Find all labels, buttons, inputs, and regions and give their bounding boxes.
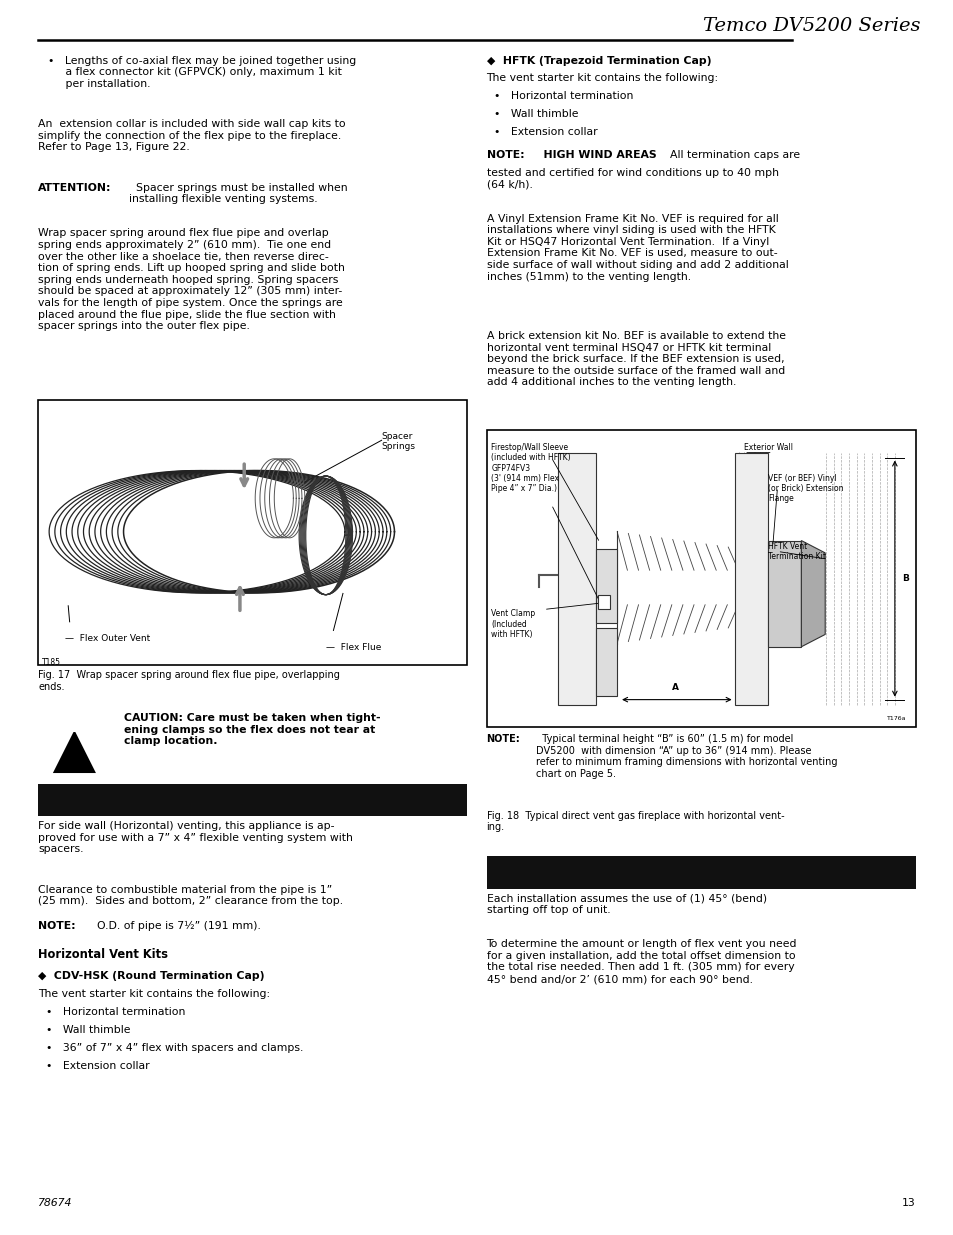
Text: VEF (or BEF) Vinyl
(or Brick) Extension
Flange: VEF (or BEF) Vinyl (or Brick) Extension … <box>767 473 842 504</box>
Text: ◆  HFTK (Trapezoid Termination Cap): ◆ HFTK (Trapezoid Termination Cap) <box>486 56 710 65</box>
Bar <box>596 627 617 695</box>
Bar <box>486 856 915 888</box>
Text: Clearance to combustible material from the pipe is 1”
(25 mm).  Sides and bottom: Clearance to combustible material from t… <box>38 885 343 906</box>
Text: •   Horizontal termination: • Horizontal termination <box>494 91 633 101</box>
Bar <box>596 548 617 622</box>
Text: A: A <box>672 683 679 692</box>
Bar <box>598 594 609 609</box>
Text: HFTK Vent
Termination Kit: HFTK Vent Termination Kit <box>767 541 825 561</box>
Text: The vent starter kit contains the following:: The vent starter kit contains the follow… <box>486 74 718 84</box>
Text: O.D. of pipe is 7½” (191 mm).: O.D. of pipe is 7½” (191 mm). <box>90 921 260 931</box>
Text: T176a: T176a <box>886 715 905 720</box>
Text: NOTE:: NOTE: <box>38 921 75 931</box>
Text: The vent starter kit contains the following:: The vent starter kit contains the follow… <box>38 989 270 999</box>
Text: Fig. 17  Wrap spacer spring around flex flue pipe, overlapping
ends.: Fig. 17 Wrap spacer spring around flex f… <box>38 671 339 692</box>
Text: NOTE:: NOTE: <box>486 149 523 161</box>
Text: Vent Clamp
(Included
with HFTK): Vent Clamp (Included with HFTK) <box>491 609 535 640</box>
Text: B: B <box>902 574 908 583</box>
Text: Each installation assumes the use of (1) 45° (bend)
starting off top of unit.: Each installation assumes the use of (1)… <box>486 893 766 915</box>
Text: Spacer
Springs: Spacer Springs <box>381 432 416 451</box>
Bar <box>734 452 767 704</box>
Text: T185: T185 <box>42 658 61 667</box>
Text: Exterior Wall: Exterior Wall <box>743 442 792 452</box>
Text: A brick extension kit No. BEF is available to extend the
horizontal vent termina: A brick extension kit No. BEF is availab… <box>486 331 784 388</box>
Text: Sidewall (Horizontal) Venting: Sidewall (Horizontal) Venting <box>143 794 362 806</box>
Text: —  Flex Outer Vent: — Flex Outer Vent <box>65 635 150 643</box>
Text: NOTE:: NOTE: <box>486 734 519 745</box>
Text: All termination caps are: All termination caps are <box>662 149 800 161</box>
Text: Temco DV5200 Series: Temco DV5200 Series <box>702 16 920 35</box>
Text: 78674: 78674 <box>38 1198 72 1208</box>
Bar <box>38 400 467 666</box>
Text: HIGH WIND AREAS: HIGH WIND AREAS <box>536 149 656 161</box>
Text: •   Wall thimble: • Wall thimble <box>494 109 578 120</box>
Text: •   Horizontal termination: • Horizontal termination <box>46 1008 185 1018</box>
Text: CAUTION: Care must be taken when tight-
ening clamps so the flex does not tear a: CAUTION: Care must be taken when tight- … <box>124 714 380 746</box>
Text: Wrap spacer spring around flex flue pipe and overlap
spring ends approximately 2: Wrap spacer spring around flex flue pipe… <box>38 228 345 331</box>
Text: For side wall (Horizontal) venting, this appliance is ap-
proved for use with a : For side wall (Horizontal) venting, this… <box>38 821 353 855</box>
Bar <box>558 452 596 704</box>
Polygon shape <box>801 541 824 647</box>
Bar <box>767 541 801 647</box>
Text: Flex Vent Offsets: Flex Vent Offsets <box>637 866 764 879</box>
Text: Fig. 18  Typical direct vent gas fireplace with horizontal vent-
ing.: Fig. 18 Typical direct vent gas fireplac… <box>486 810 783 832</box>
Text: •   Extension collar: • Extension collar <box>494 127 598 137</box>
Bar <box>486 430 915 726</box>
Text: !: ! <box>71 750 78 766</box>
Text: To determine the amount or length of flex vent you need
for a given installation: To determine the amount or length of fle… <box>486 939 796 984</box>
Polygon shape <box>54 732 94 772</box>
Text: •   Lengths of co-axial flex may be joined together using
     a flex connector : • Lengths of co-axial flex may be joined… <box>48 56 355 89</box>
Text: •   36” of 7” x 4” flex with spacers and clamps.: • 36” of 7” x 4” flex with spacers and c… <box>46 1044 303 1053</box>
Text: Spacer springs must be installed when
installing flexible venting systems.: Spacer springs must be installed when in… <box>129 183 347 204</box>
Text: Firestop/Wall Sleeve
(included with HFTK)
GFP74FV3
(3' (914 mm) Flex
Pipe 4” x 7: Firestop/Wall Sleeve (included with HFTK… <box>491 442 570 493</box>
Text: ◆  CDV-HSK (Round Termination Cap): ◆ CDV-HSK (Round Termination Cap) <box>38 972 264 982</box>
Bar <box>38 784 467 816</box>
Text: —  Flex Flue: — Flex Flue <box>326 643 381 652</box>
Text: tested and certified for wind conditions up to 40 mph
(64 k/h).: tested and certified for wind conditions… <box>486 168 778 189</box>
Text: A Vinyl Extension Frame Kit No. VEF is required for all
installations where viny: A Vinyl Extension Frame Kit No. VEF is r… <box>486 214 787 282</box>
Text: •   Wall thimble: • Wall thimble <box>46 1025 131 1035</box>
Text: Horizontal Vent Kits: Horizontal Vent Kits <box>38 948 168 962</box>
Text: 13: 13 <box>902 1198 915 1208</box>
Text: •   Extension collar: • Extension collar <box>46 1061 150 1071</box>
Text: ATTENTION:: ATTENTION: <box>38 183 112 193</box>
Text: Typical terminal height “B” is 60” (1.5 m) for model
DV5200  with dimension “A” : Typical terminal height “B” is 60” (1.5 … <box>536 734 837 779</box>
Text: An  extension collar is included with side wall cap kits to
simplify the connect: An extension collar is included with sid… <box>38 120 345 152</box>
